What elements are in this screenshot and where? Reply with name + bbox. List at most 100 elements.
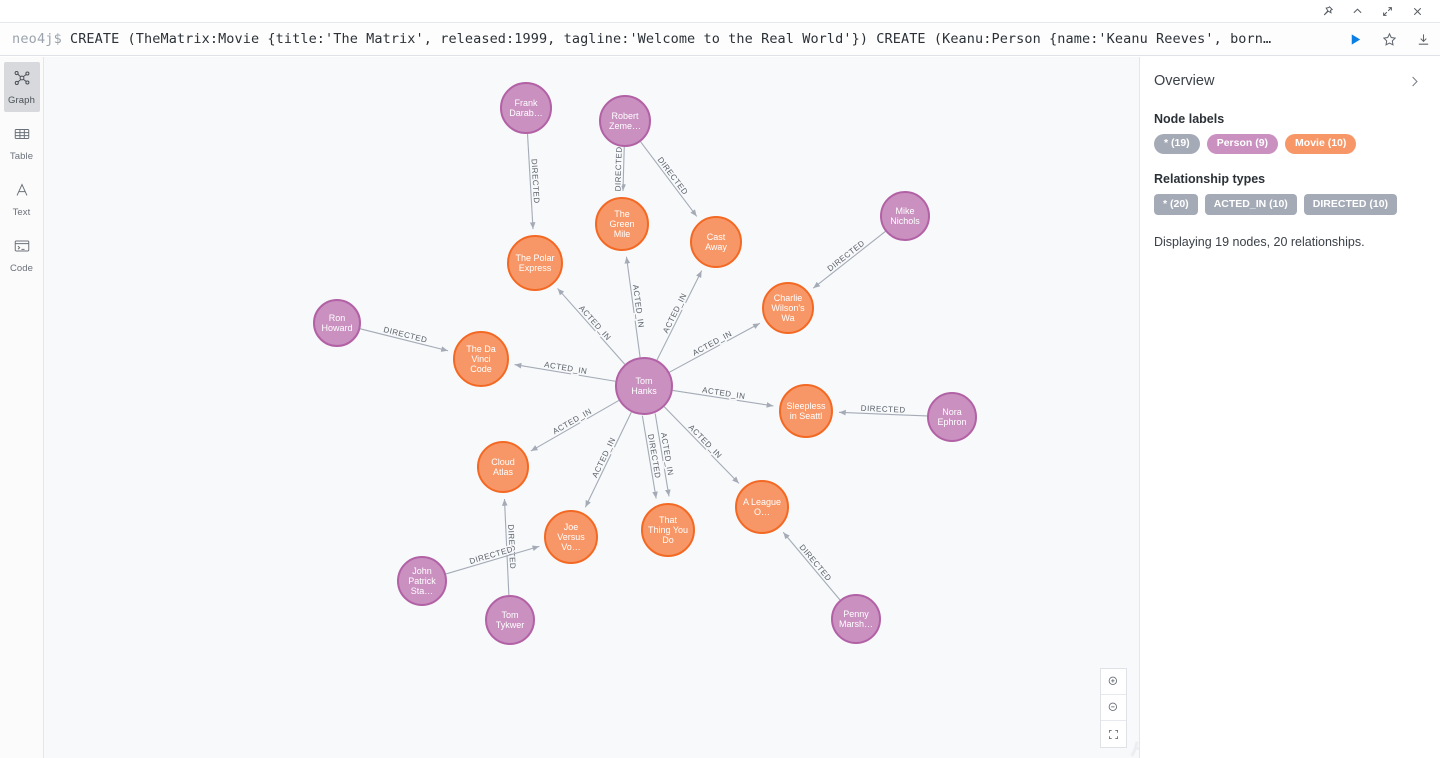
node-circle-movie[interactable] (762, 282, 814, 334)
node-caption: Atlas (493, 467, 514, 477)
graph-node[interactable]: FrankDarab… (500, 82, 552, 134)
cypher-query-input[interactable]: CREATE (TheMatrix:Movie {title:'The Matr… (69, 31, 1272, 47)
rail-item-code[interactable]: Code (4, 230, 40, 280)
node-circle-person[interactable] (599, 95, 651, 147)
graph-node[interactable]: JoeVersusVo… (544, 510, 598, 564)
close-icon[interactable] (1402, 1, 1432, 21)
node-circle-movie[interactable] (453, 331, 509, 387)
node-caption: John (412, 566, 432, 576)
restore-icon[interactable] (1372, 1, 1402, 21)
node-label-chip[interactable]: Person (9) (1206, 134, 1279, 154)
node-circle-movie[interactable] (477, 441, 529, 493)
relationship-label-halo: DIRECTED (506, 524, 517, 569)
graph-node[interactable]: RobertZeme… (599, 95, 651, 147)
node-circle-movie[interactable] (690, 216, 742, 268)
node-circle-movie[interactable] (544, 510, 598, 564)
chevron-right-icon[interactable] (1407, 74, 1422, 94)
favorite-star-icon[interactable] (1372, 22, 1406, 56)
graph-node[interactable]: PennyMarsh… (831, 594, 881, 644)
node-circle-person[interactable] (831, 594, 881, 644)
rail-item-graph[interactable]: Graph (3, 62, 40, 112)
node-circle-movie[interactable] (595, 197, 649, 251)
download-icon[interactable] (1406, 22, 1440, 56)
relationship-type-chip[interactable]: DIRECTED (10) (1303, 193, 1398, 215)
node-label-chip-row[interactable]: * (19) Person (9) Movie (10) (1154, 134, 1422, 154)
node-caption: Penny (843, 609, 869, 619)
relationship-type-chip[interactable]: ACTED_IN (10) (1204, 193, 1297, 215)
rail-item-text[interactable]: Text (4, 174, 40, 224)
node-circle-person[interactable] (927, 392, 977, 442)
relationship-label: ACTED_IN (687, 423, 724, 460)
relationship-types-heading: Relationship types (1154, 171, 1266, 186)
node-caption: Vinci (471, 354, 490, 364)
node-caption: Nichols (890, 216, 920, 226)
node-circle-person[interactable] (313, 299, 361, 347)
zoom-out-button[interactable] (1101, 695, 1126, 721)
relationship-line (620, 146, 627, 192)
node-circle-person[interactable] (615, 357, 673, 415)
node-circle-person[interactable] (485, 595, 535, 645)
node-caption: Frank (514, 98, 538, 108)
minimize-icon[interactable] (1342, 1, 1372, 21)
pin-icon[interactable] (1312, 1, 1342, 21)
graph-node[interactable]: A LeagueO… (735, 480, 789, 534)
node-circle-movie[interactable] (779, 384, 833, 438)
node-circle-movie[interactable] (507, 235, 563, 291)
node-label-chip[interactable]: Movie (10) (1285, 134, 1357, 154)
rail-label-table: Table (9, 150, 34, 162)
relationship-type-chip[interactable]: * (20) (1154, 193, 1198, 215)
zoom-fit-button[interactable] (1101, 721, 1126, 747)
relationship-line (669, 322, 761, 373)
rail-item-table[interactable]: Table (4, 118, 40, 168)
cypher-prompt-label: neo4j$ (12, 31, 62, 47)
node-label-chip[interactable]: * (19) (1154, 134, 1200, 154)
node-caption: Mile (614, 229, 631, 239)
zoom-controls[interactable] (1100, 668, 1127, 748)
query-editor-bar[interactable]: neo4j$ CREATE (TheMatrix:Movie {title:'T… (0, 22, 1440, 56)
relationship-type-chip-row[interactable]: * (20) ACTED_IN (10) DIRECTED (10) (1154, 193, 1422, 215)
table-icon (13, 125, 31, 148)
node-circle-person[interactable] (500, 82, 552, 134)
run-query-button[interactable] (1338, 22, 1372, 56)
node-circle-person[interactable] (397, 556, 447, 606)
graph-node[interactable]: JohnPatrickSta… (397, 556, 447, 606)
graph-visualization-canvas[interactable]: DIRECTED DIRECTED DIRECTED DIRECTED DIRECTED… (44, 57, 1139, 758)
node-circle-movie[interactable] (641, 503, 695, 557)
zoom-in-button[interactable] (1101, 669, 1126, 695)
node-circle-person[interactable] (880, 191, 930, 241)
text-icon (13, 181, 31, 204)
node-circle-movie[interactable] (735, 480, 789, 534)
node-caption: Tom (635, 376, 652, 386)
